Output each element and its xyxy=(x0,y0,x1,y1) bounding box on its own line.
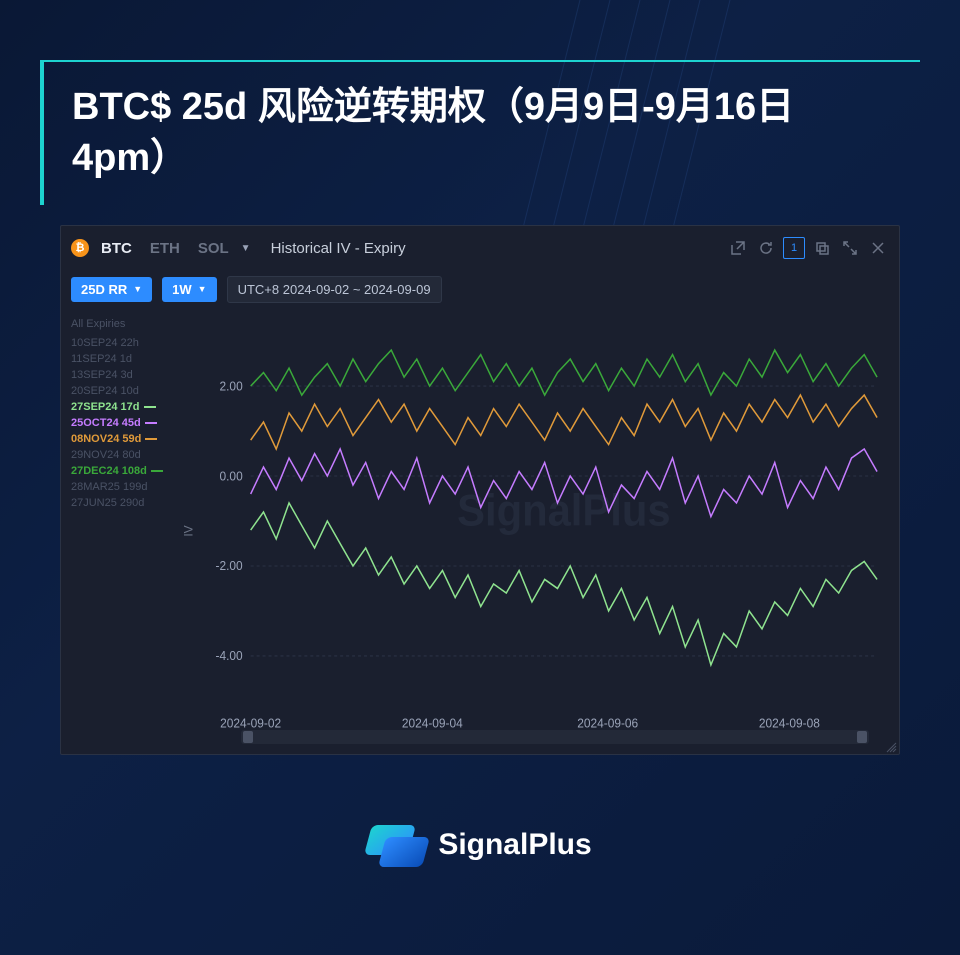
y-axis-label: IV xyxy=(182,525,196,536)
panel-title: Historical IV - Expiry xyxy=(271,240,406,257)
legend-item[interactable]: 25OCT24 45d xyxy=(71,415,191,431)
legend-item[interactable]: 11SEP24 1d xyxy=(71,351,191,367)
svg-text:2024-09-08: 2024-09-08 xyxy=(759,716,820,730)
legend-item[interactable]: 20SEP24 10d xyxy=(71,383,191,399)
expand-icon[interactable] xyxy=(839,237,861,259)
legend-item[interactable]: 27SEP24 17d xyxy=(71,399,191,415)
legend-item[interactable]: 27DEC24 108d xyxy=(71,463,191,479)
legend-item[interactable]: 28MAR25 199d xyxy=(71,479,191,495)
brand-footer: SignalPlus xyxy=(0,825,960,865)
svg-text:2024-09-06: 2024-09-06 xyxy=(577,716,638,730)
tabs-dropdown-icon[interactable]: ▼ xyxy=(241,243,251,254)
svg-text:SignalPlus: SignalPlus xyxy=(457,486,670,536)
btc-icon: ₿ xyxy=(71,239,89,257)
legend-item[interactable]: 10SEP24 22h xyxy=(71,335,191,351)
legend-item[interactable]: 13SEP24 3d xyxy=(71,367,191,383)
legend-item[interactable]: 27JUN25 290d xyxy=(71,495,191,511)
expiry-legend: All Expiries 10SEP24 22h11SEP24 1d13SEP2… xyxy=(61,308,191,754)
svg-text:2.00: 2.00 xyxy=(220,379,243,393)
time-scrollbar[interactable] xyxy=(241,730,869,744)
svg-text:0.00: 0.00 xyxy=(220,469,243,483)
range-label: 1W xyxy=(172,282,192,297)
close-icon[interactable] xyxy=(867,237,889,259)
legend-all-expiries[interactable]: All Expiries xyxy=(71,316,191,332)
date-range-display[interactable]: UTC+8 2024-09-02 ~ 2024-09-09 xyxy=(227,276,442,303)
tab-btc[interactable]: BTC xyxy=(95,236,138,261)
chart-plot[interactable]: IV SignalPlus-4.00-2.000.002.002024-09-0… xyxy=(191,308,887,754)
chart-panel: ₿ BTC ETH SOL ▼ Historical IV - Expiry 1… xyxy=(60,225,900,755)
range-selector[interactable]: 1W ▼ xyxy=(162,277,216,302)
chart-toolbar: 25D RR ▼ 1W ▼ UTC+8 2024-09-02 ~ 2024-09… xyxy=(61,270,899,308)
tab-sol[interactable]: SOL xyxy=(192,236,235,261)
chart-body: All Expiries 10SEP24 22h11SEP24 1d13SEP2… xyxy=(61,308,899,754)
panel-header: ₿ BTC ETH SOL ▼ Historical IV - Expiry 1 xyxy=(61,226,899,270)
copy-window-icon[interactable] xyxy=(811,237,833,259)
legend-item[interactable]: 29NOV24 80d xyxy=(71,447,191,463)
metric-selector[interactable]: 25D RR ▼ xyxy=(71,277,152,302)
svg-text:2024-09-04: 2024-09-04 xyxy=(402,716,463,730)
svg-text:-4.00: -4.00 xyxy=(216,649,243,663)
refresh-icon[interactable] xyxy=(755,237,777,259)
svg-text:-2.00: -2.00 xyxy=(216,559,243,573)
legend-item[interactable]: 08NOV24 59d xyxy=(71,431,191,447)
svg-text:2024-09-02: 2024-09-02 xyxy=(220,716,281,730)
window-number[interactable]: 1 xyxy=(783,237,805,259)
chevron-down-icon: ▼ xyxy=(198,284,207,294)
chevron-down-icon: ▼ xyxy=(133,284,142,294)
brand-logo-icon xyxy=(368,825,424,865)
popout-icon[interactable] xyxy=(727,237,749,259)
tab-eth[interactable]: ETH xyxy=(144,236,186,261)
metric-label: 25D RR xyxy=(81,282,127,297)
brand-name: SignalPlus xyxy=(438,828,591,862)
page-title: BTC$ 25d 风险逆转期权（9月9日-9月16日 4pm） xyxy=(72,82,900,185)
page-title-block: BTC$ 25d 风险逆转期权（9月9日-9月16日 4pm） xyxy=(40,60,920,205)
resize-grip-icon[interactable] xyxy=(885,740,897,752)
